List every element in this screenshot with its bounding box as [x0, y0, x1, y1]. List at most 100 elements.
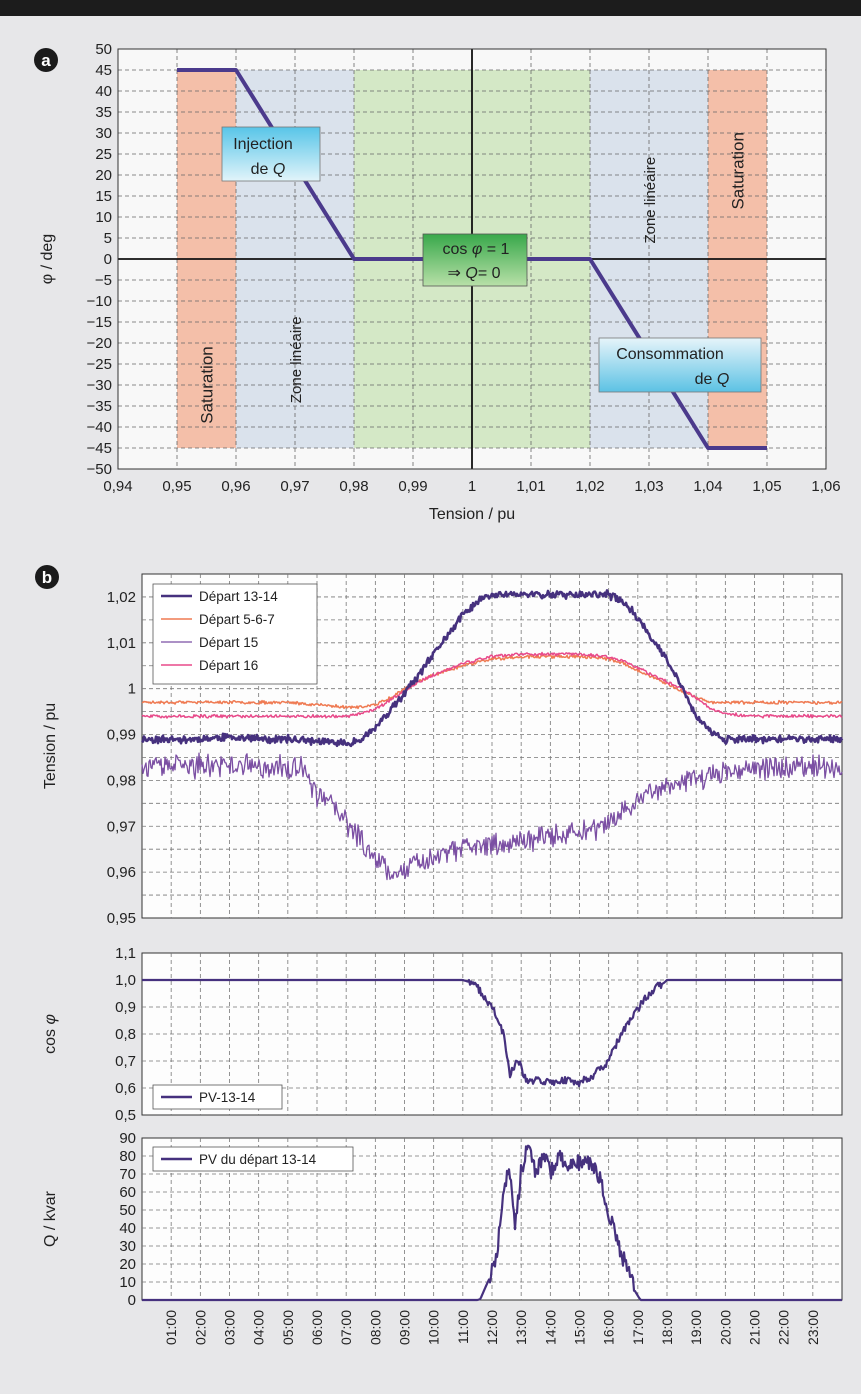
x-tick-label: 1,02 — [575, 478, 604, 495]
consommation-box — [598, 337, 762, 393]
legend-label: PV-13-14 — [199, 1090, 256, 1105]
y-tick-label: 35 — [95, 104, 112, 121]
badge-b-letter: b — [42, 568, 52, 587]
time-tick-label: 09:00 — [397, 1310, 413, 1345]
italic-var: Q — [717, 371, 729, 388]
time-tick-label: 19:00 — [688, 1310, 704, 1345]
cosphi-line2: ⇒ Q= 0 — [448, 265, 501, 282]
x-tick-label: 0,97 — [280, 478, 309, 495]
time-tick-label: 20:00 — [717, 1310, 733, 1345]
injection-line2: de Q — [251, 161, 286, 178]
y-axis-label: Tension / pu — [42, 703, 59, 789]
time-tick-label: 02:00 — [192, 1310, 208, 1345]
time-tick-label: 08:00 — [367, 1310, 383, 1345]
badge-b — [35, 565, 59, 589]
y-tick-label: 1,02 — [107, 589, 136, 606]
y-tick-label: 0,95 — [107, 910, 136, 927]
legend-box — [152, 583, 318, 685]
time-tick-label: 07:00 — [338, 1310, 354, 1345]
top-black-band — [0, 0, 861, 16]
y-tick-label: 0,96 — [107, 864, 136, 881]
y-tick-label: 50 — [95, 41, 112, 58]
text-part: = 1 — [482, 241, 509, 258]
text-part: de — [251, 161, 273, 178]
zone-label: Saturation — [198, 346, 217, 424]
subchart-1: 1,1 1,0 0,9 0,8 0,7 0,6 0,5 cos φ PV-13-14 — [42, 945, 843, 1124]
y-tick-label: 0 — [128, 1292, 136, 1309]
subchart-0: 1,02 1,01 1 0,99 0,98 0,97 0,96 0,95 Tension / p… — [42, 573, 844, 927]
badge-a-letter: a — [41, 51, 51, 70]
y-axis-label: cos φ — [42, 1014, 59, 1054]
time-tick-label: 11:00 — [455, 1310, 471, 1344]
injection-line1: Injection — [233, 136, 293, 153]
x-tick-label: 0,95 — [162, 478, 191, 495]
series-line-2-0 — [141, 1144, 843, 1302]
x-tick-label: 1,03 — [634, 478, 663, 495]
time-tick-label: 18:00 — [659, 1310, 675, 1345]
y-tick-label: 20 — [95, 167, 112, 184]
legend-b2: PV du départ 13-14 — [152, 1146, 354, 1172]
y-tick-label: 0,97 — [107, 818, 136, 835]
y-tick-label: 0,6 — [115, 1080, 136, 1097]
time-tick-label: 12:00 — [484, 1310, 500, 1345]
y-tick-label: 70 — [119, 1166, 136, 1183]
y-tick-label: 5 — [104, 230, 112, 247]
legend-label: Départ 13-14 — [199, 589, 278, 604]
time-tick-label: 15:00 — [572, 1310, 588, 1345]
zone-label: Saturation — [729, 132, 748, 210]
consommation-line1: Consommation — [616, 346, 724, 363]
cosphi-box — [422, 233, 528, 287]
y-tick-label: 0,98 — [107, 772, 136, 789]
x-tick-label: 1,05 — [752, 478, 781, 495]
x-tick-label: 1,06 — [811, 478, 840, 495]
chart-b: 1,02 1,01 1 0,99 0,98 0,97 0,96 0,95 Tension / p… — [35, 565, 844, 1345]
x-tick-label: 0,94 — [103, 478, 132, 495]
legend-label: Départ 15 — [199, 635, 258, 650]
y-tick-label: −50 — [87, 461, 112, 478]
badge-a — [34, 48, 58, 72]
x-tick-label: 1 — [468, 478, 476, 495]
x-axis-label: Tension / pu — [429, 506, 515, 523]
time-tick-label: 13:00 — [513, 1310, 529, 1345]
y-tick-label: 0,8 — [115, 1026, 136, 1043]
y-tick-label: 50 — [119, 1202, 136, 1219]
text-part: de — [695, 371, 717, 388]
italic-var: Q — [465, 265, 477, 282]
text-part: = 0 — [478, 265, 501, 282]
y-tick-label: −20 — [87, 335, 112, 352]
y-tick-label: 60 — [119, 1184, 136, 1201]
legend-label: PV du départ 13-14 — [199, 1152, 317, 1167]
y-tick-label: 0,99 — [107, 727, 136, 744]
legend-b1: PV-13-14 — [152, 1084, 283, 1110]
time-tick-label: 03:00 — [222, 1310, 238, 1345]
y-tick-label: 20 — [119, 1256, 136, 1273]
y-axis-label: Q / kvar — [42, 1190, 59, 1247]
time-tick-label: 10:00 — [426, 1310, 442, 1345]
y-tick-label: 90 — [119, 1130, 136, 1147]
legend-b0: Départ 13-14 Départ 5-6-7 Départ 15 Départ … — [152, 583, 318, 685]
text-part: cos — [443, 241, 472, 258]
consommation-line2: de Q — [695, 371, 730, 388]
time-tick-label: 01:00 — [163, 1310, 179, 1345]
y-tick-label: 1 — [128, 681, 136, 698]
y-tick-label: 25 — [95, 146, 112, 163]
italic-var: Q — [273, 161, 285, 178]
time-tick-label: 04:00 — [251, 1310, 267, 1345]
italic-var: φ — [472, 241, 482, 258]
legend-label: Départ 16 — [199, 658, 258, 673]
text-part: ⇒ — [448, 265, 466, 282]
x-tick-label: 1,01 — [516, 478, 545, 495]
y-tick-label: 1,01 — [107, 635, 136, 652]
y-tick-label: −30 — [87, 377, 112, 394]
y-tick-label: 10 — [95, 209, 112, 226]
y-tick-label: 45 — [95, 62, 112, 79]
y-tick-label: 10 — [119, 1274, 136, 1291]
y-axis-label: φ / deg — [39, 234, 56, 284]
time-tick-label: 16:00 — [601, 1310, 617, 1345]
y-tick-label: 1,0 — [115, 972, 136, 989]
y-tick-label: 40 — [95, 83, 112, 100]
time-tick-label: 05:00 — [280, 1310, 296, 1345]
y-tick-label: −15 — [87, 314, 112, 331]
y-tick-label: 30 — [95, 125, 112, 142]
